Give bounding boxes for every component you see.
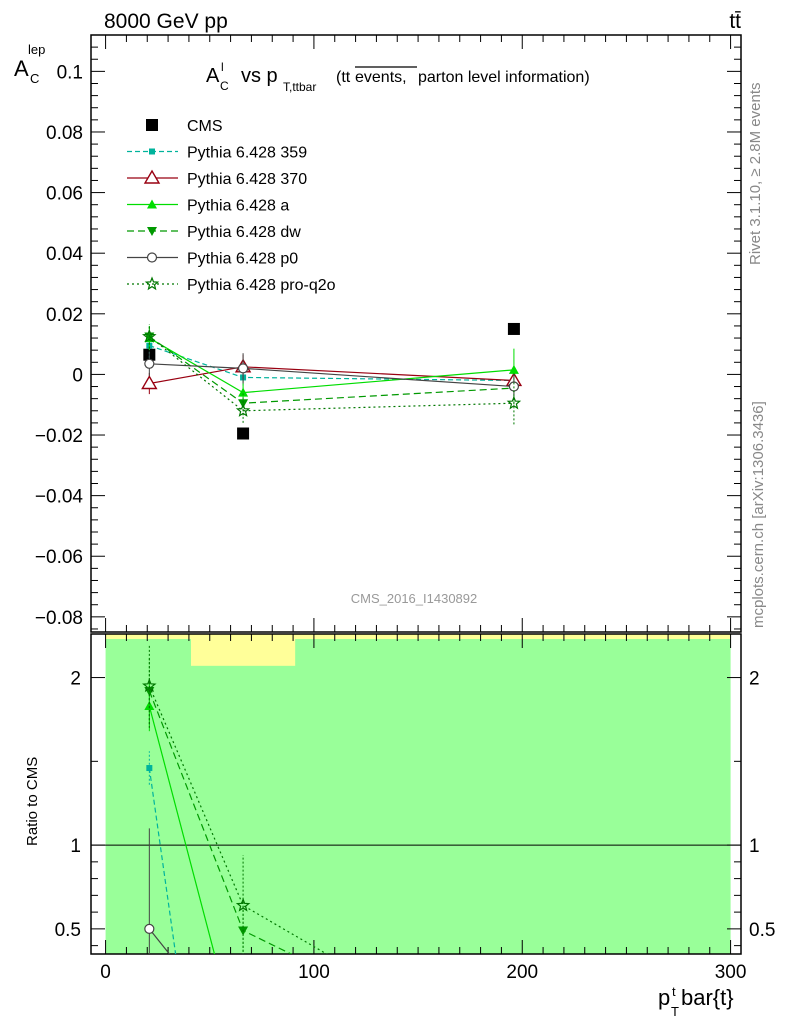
svg-text:t: t (672, 984, 676, 999)
svg-text:A: A (206, 65, 220, 87)
main-point-pp0 (144, 358, 155, 369)
main-point-pa (508, 364, 519, 374)
plot-title: A C l vs p T,ttbar (tt events, parton le… (206, 60, 590, 94)
header-left: 8000 GeV pp (104, 10, 228, 33)
ratio-y-tick-label: 2 (70, 669, 81, 690)
main-line-pq2o (148, 336, 514, 412)
mcplots-label: mcplots.cern.ch [arXiv:1306.3436] (750, 401, 767, 628)
svg-text:bar{t}: bar{t} (681, 985, 734, 1010)
legend-label-p370: Pythia 6.428 370 (187, 171, 307, 188)
ratio-y-tick-label-right: 2 (749, 669, 760, 690)
ratio-line-pp0 (148, 928, 171, 954)
legend-marker-pp0 (146, 252, 158, 263)
legend-label-pdw: Pythia 6.428 dw (187, 224, 301, 241)
svg-text:T,ttbar: T,ttbar (283, 80, 316, 94)
main-y-tick-label: 0 (72, 365, 83, 386)
ratio-line-p359 (148, 767, 177, 954)
ratio-y-tick-label: 0.5 (55, 920, 81, 941)
svg-text:lep: lep (28, 42, 45, 57)
main-point-pq2o (506, 395, 522, 410)
legend-marker-p359 (149, 148, 155, 155)
x-tick-label: 200 (506, 962, 538, 983)
main-point-pa (238, 387, 249, 397)
svg-text:(tt: (tt (336, 69, 351, 86)
legend-marker-pa (147, 199, 157, 209)
ratio-y-tick-label: 1 (70, 836, 81, 857)
ratio-y-tick-label-right: 0.5 (749, 920, 775, 941)
ratio-band-1 (191, 634, 296, 666)
main-y-tick-label: −0.02 (35, 426, 83, 447)
main-series-pdw (144, 324, 519, 416)
ratio-band-0 (105, 634, 731, 954)
x-tick-label: 100 (298, 962, 330, 983)
ratio-series-pp0 (144, 828, 171, 954)
ratio-bands (105, 634, 731, 954)
legend-label-cms: CMS (187, 118, 223, 135)
main-point-cms (507, 322, 520, 335)
ratio-series-layer (142, 644, 328, 954)
main-point-pq2o (235, 403, 251, 417)
svg-text:events,: events, (355, 69, 407, 86)
main-series-pa (144, 325, 519, 405)
main-y-tick-label: 0.04 (46, 244, 83, 265)
main-point-pp0 (237, 363, 249, 374)
legend-label-pq2o: Pythia 6.428 pro-q2o (187, 277, 336, 294)
svg-text:C: C (220, 79, 229, 93)
svg-text:l: l (221, 60, 224, 74)
main-y-axis-label: A C lep (14, 42, 45, 86)
main-plot-frame (90, 34, 742, 633)
svg-text:T: T (671, 1004, 679, 1019)
main-y-tick-label: 0.06 (46, 184, 83, 205)
main-point-pq2o (142, 328, 157, 343)
legend-label-p359: Pythia 6.428 359 (187, 145, 307, 162)
ratio-point-pq2o (235, 897, 251, 912)
main-series-layer (141, 322, 523, 440)
svg-text:A: A (14, 56, 29, 81)
ratio-point-pp0 (144, 923, 155, 934)
x-tick-label: 0 (100, 962, 111, 983)
svg-text:C: C (30, 71, 39, 86)
ratio-ticks: 0.5 0.5 1 1 2 2 0 100 200 300 (55, 634, 775, 983)
main-point-p370 (141, 375, 158, 390)
legend-marker-cms (146, 119, 158, 131)
svg-text:p: p (658, 985, 670, 1010)
ratio-plot-frame (90, 633, 742, 955)
main-point-cms (237, 427, 250, 440)
legend: CMS Pythia 6.428 359 Pythia 6.428 370 Pythi… (127, 118, 336, 294)
main-y-tick-label: −0.06 (35, 547, 83, 568)
legend-marker-pq2o (144, 276, 160, 291)
svg-text:parton level information): parton level information) (418, 69, 590, 86)
main-series-cms (143, 322, 520, 440)
legend-marker-p370 (143, 169, 161, 184)
ratio-series-pq2o (142, 644, 328, 954)
x-axis-label: p T t bar{t} (658, 984, 734, 1019)
ratio-y-tick-label-right: 1 (749, 836, 760, 857)
main-y-tick-label: 0.08 (46, 123, 83, 144)
svg-text:vs p: vs p (241, 65, 278, 87)
header-right: tt̄ (729, 10, 741, 33)
main-y-tick-label: 0.1 (57, 62, 83, 83)
legend-marker-pdw (147, 227, 157, 236)
rivet-label: Rivet 3.1.10, ≥ 2.8M events (747, 83, 764, 266)
main-y-tick-label: 0.02 (46, 305, 83, 326)
main-y-tick-label: −0.08 (35, 608, 83, 629)
legend-label-pa: Pythia 6.428 a (187, 198, 289, 215)
main-y-ticks: −0.08 −0.06 −0.04 −0.02 0 0.02 0.04 0.06 0.08 0.1 (35, 35, 741, 632)
ratio-y-axis-label: Ratio to CMS (24, 757, 41, 846)
main-series-pq2o (142, 324, 522, 425)
main-series-p359 (146, 333, 517, 390)
x-tick-label: 300 (715, 962, 747, 983)
main-series-pp0 (144, 351, 520, 399)
ratio-series-p359 (146, 751, 177, 954)
ratio-line-pa (148, 705, 216, 954)
analysis-watermark: CMS_2016_I1430892 (351, 591, 478, 606)
ratio-point-p359 (146, 765, 153, 772)
legend-label-pp0: Pythia 6.428 p0 (187, 251, 298, 268)
ratio-point-pq2o (142, 678, 157, 693)
main-y-tick-label: −0.04 (35, 487, 84, 508)
main-line-pa (149, 337, 514, 394)
ratio-point-pa (144, 701, 155, 711)
